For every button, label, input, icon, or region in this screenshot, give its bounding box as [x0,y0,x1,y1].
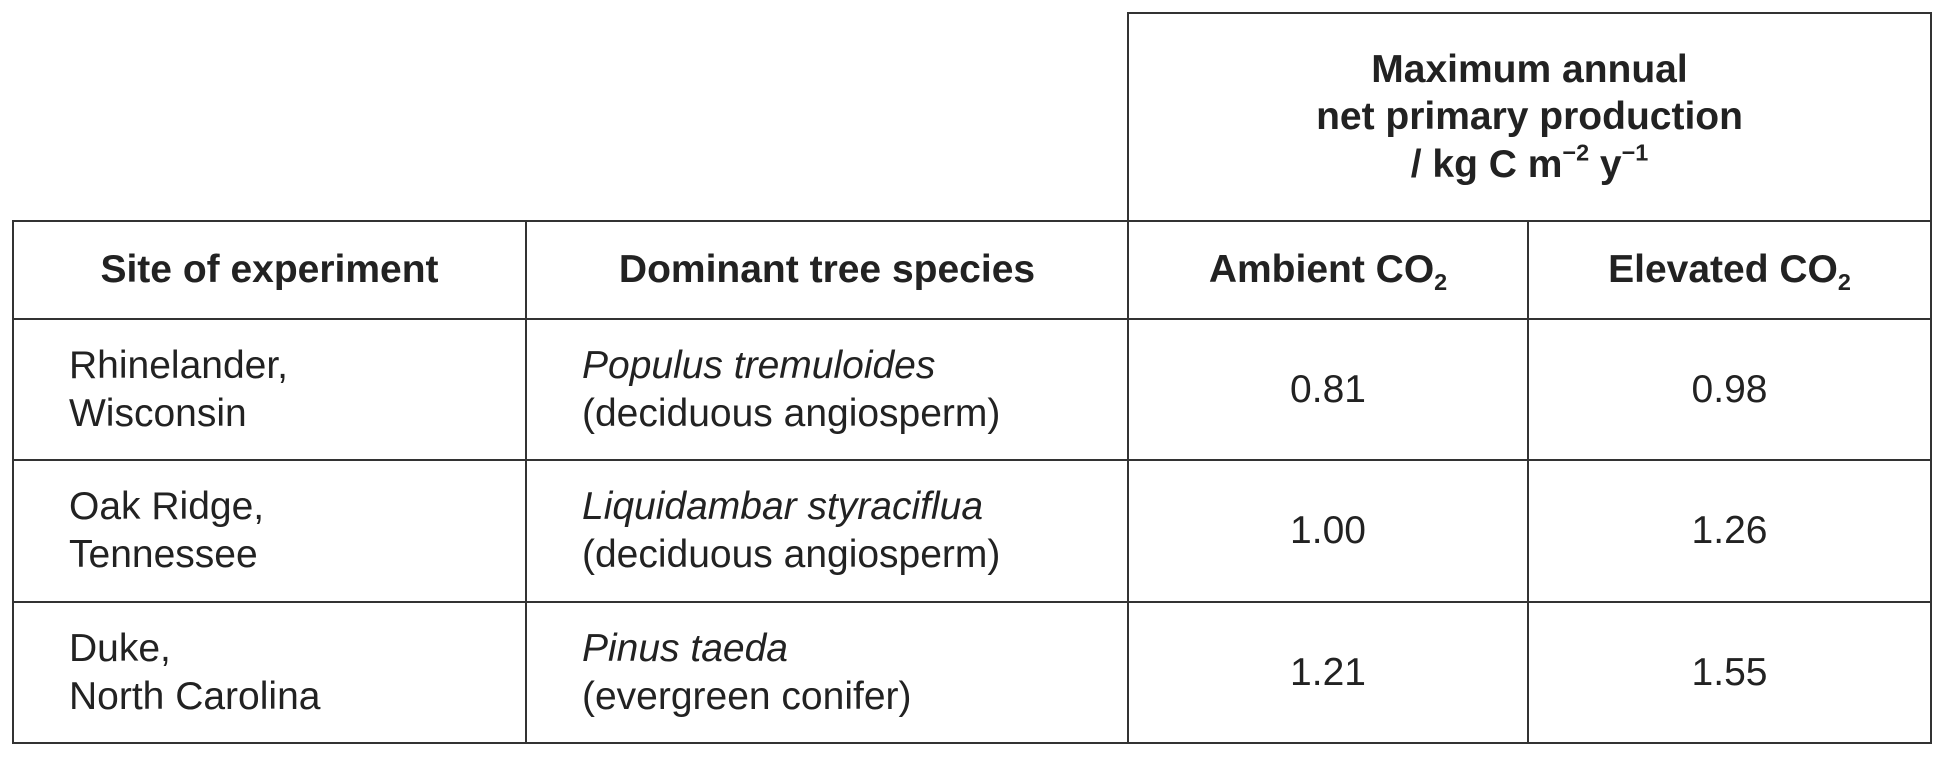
column-header: Ambient CO2 [1127,220,1529,320]
blank-cell [13,13,1128,221]
species-cell: Populus tremuloides (deciduous angiosperm… [525,318,1129,461]
species-name: Populus tremuloides [582,343,936,387]
data-table: Maximum annual net primary production / … [12,12,1932,744]
site-cell: Duke, North Carolina [12,601,527,744]
header-text: Elevated CO [1608,248,1838,292]
site-cell: Rhinelander, Wisconsin [12,318,527,461]
site-line: North Carolina [69,674,321,718]
site-line: Oak Ridge, [69,485,265,529]
column-header: Dominant tree species [525,220,1129,320]
header-line: Maximum annual [1371,47,1688,91]
unit-exponent: −1 [1621,139,1649,166]
column-header: Site of experiment [12,220,527,320]
unit-exponent: −2 [1562,139,1590,166]
species-cell: Liquidambar styraciflua (deciduous angios… [525,459,1129,603]
elevated-value: 1.26 [1527,459,1932,603]
unit-text: y [1589,142,1622,186]
site-line: Wisconsin [69,391,247,435]
site-line: Tennessee [69,533,258,576]
ambient-value: 1.00 [1127,459,1529,603]
table-row: Duke, North Carolina Pinus taeda (evergreen… [12,601,1932,744]
ambient-value: 0.81 [1127,318,1529,461]
unit-text: / kg C m [1410,142,1563,186]
column-header: Elevated CO2 [1527,220,1932,320]
species-name: Pinus taeda [582,626,788,670]
header-text: Ambient CO [1208,248,1435,292]
table-row: Oak Ridge, Tennessee Liquidambar styracifl… [12,459,1932,603]
elevated-value: 1.55 [1527,601,1932,744]
ambient-value: 1.21 [1127,601,1529,744]
site-line: Rhinelander, [69,343,288,387]
group-header: Maximum annual net primary production / … [1127,12,1932,222]
site-line: Duke, [69,626,171,670]
subscript: 2 [1434,269,1448,296]
species-kind: (deciduous angiosperm) [582,391,1001,435]
species-kind: (deciduous angiosperm) [582,533,1001,576]
header-line: net primary production [1316,95,1743,139]
species-kind: (evergreen conifer) [582,674,912,718]
subscript: 2 [1837,269,1851,296]
elevated-value: 0.98 [1527,318,1932,461]
site-cell: Oak Ridge, Tennessee [12,459,527,603]
table-row: Rhinelander, Wisconsin Populus tremuloides… [12,318,1932,461]
species-name: Liquidambar styraciflua [582,485,984,529]
header-unit: / kg C m−2 y−1 [1129,141,1930,189]
species-cell: Pinus taeda (evergreen conifer) [525,601,1129,744]
